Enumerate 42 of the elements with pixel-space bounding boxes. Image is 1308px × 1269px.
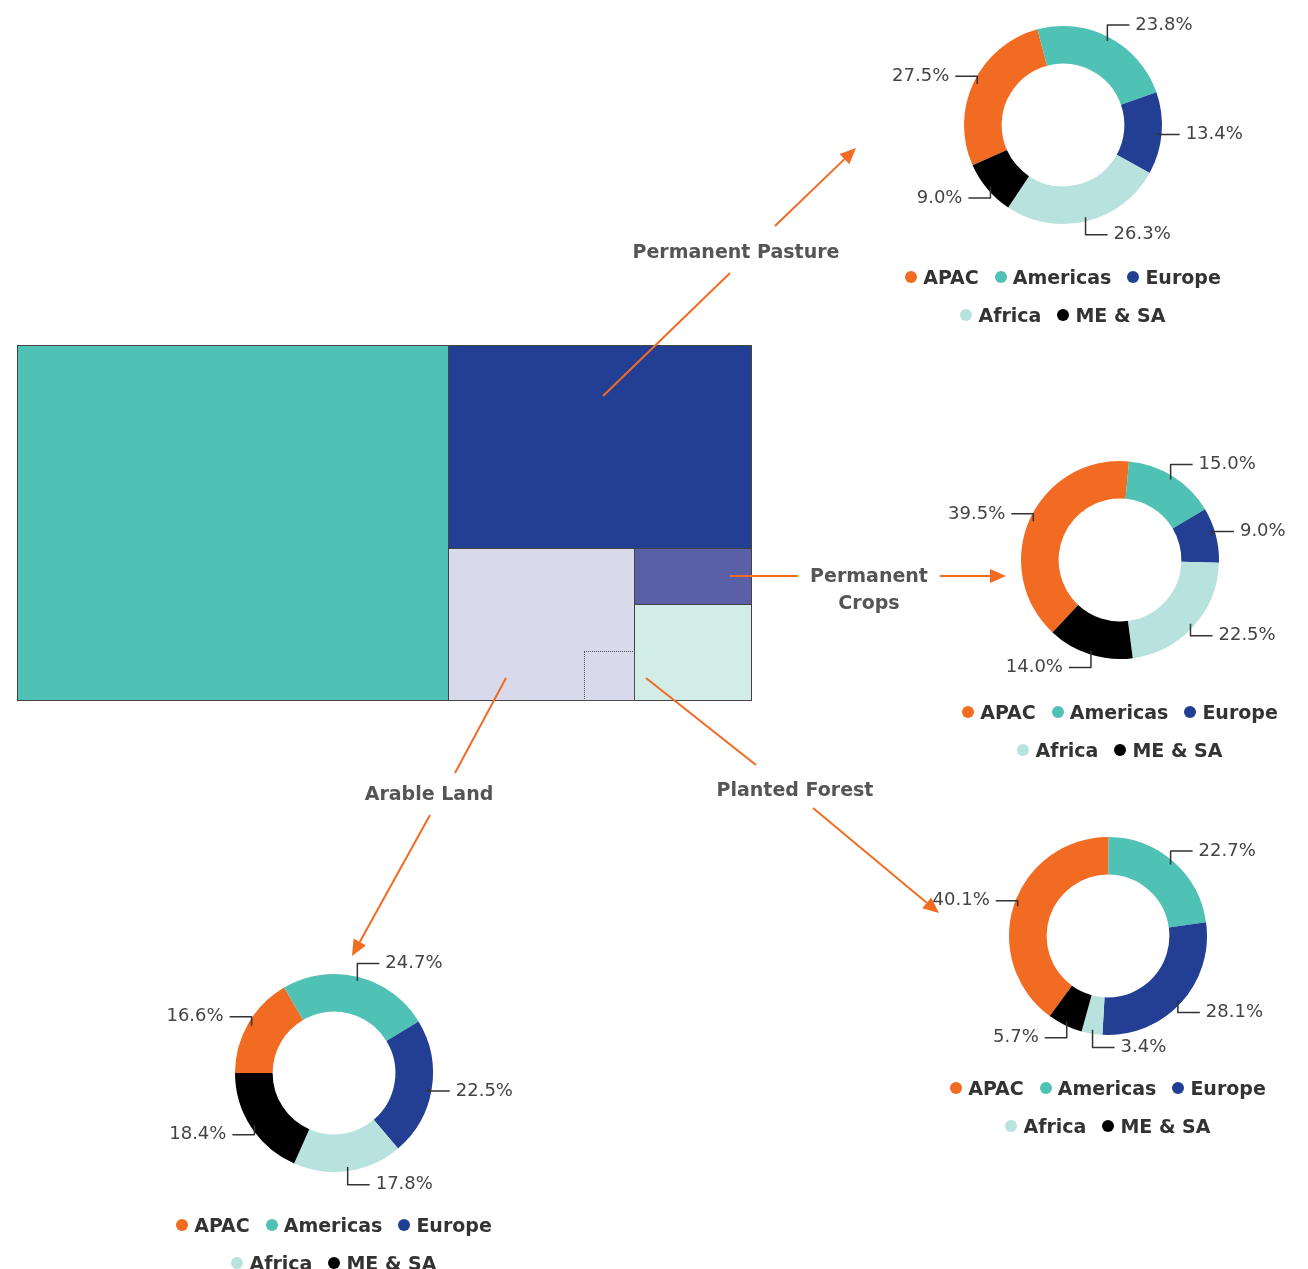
data-label: 22.5% (1218, 623, 1276, 645)
legend-label: ME & SA (1075, 304, 1166, 326)
legend-label: Europe (416, 1214, 492, 1236)
chart-title: Arable Land (299, 780, 559, 807)
legend-label: APAC (968, 1077, 1024, 1099)
legend-label: Americas (283, 1214, 383, 1236)
legend-label: APAC (980, 701, 1036, 723)
chart-title: Planted Forest (665, 776, 925, 803)
data-label: 24.7% (385, 951, 443, 973)
legend-label: Africa (1035, 739, 1099, 761)
legend-label: Americas (1057, 1077, 1157, 1099)
data-label: 16.6% (166, 1004, 224, 1026)
data-label: 9.0% (916, 185, 963, 207)
data-label: 22.5% (455, 1078, 513, 1100)
data-label: 17.8% (375, 1172, 433, 1194)
data-label: 18.4% (169, 1122, 227, 1144)
data-label: 13.4% (1185, 122, 1243, 144)
legend-label: APAC (194, 1214, 250, 1236)
data-label: 26.3% (1113, 222, 1171, 244)
data-label: 14.0% (1005, 655, 1063, 677)
data-label: 27.5% (892, 64, 950, 86)
legend-label: Europe (1190, 1077, 1266, 1099)
legend-label: ME & SA (1120, 1115, 1211, 1137)
legend-label: Americas (1069, 701, 1169, 723)
data-label: 9.0% (1239, 519, 1286, 541)
data-label: 22.7% (1198, 838, 1256, 860)
text: Permanent Crops (804, 562, 934, 616)
data-label: 28.1% (1205, 1000, 1264, 1022)
legend-label: Europe (1202, 701, 1278, 723)
data-label: 40.1% (932, 888, 990, 910)
legend-label: Americas (1012, 266, 1112, 288)
legend-label: Europe (1145, 266, 1221, 288)
data-label: 3.4% (1120, 1035, 1167, 1057)
legend-label: APAC (923, 266, 979, 288)
legend-label: Africa (1023, 1115, 1087, 1137)
legend-label: Africa (978, 304, 1042, 326)
data-label: 23.8% (1135, 12, 1193, 34)
legend-label: ME & SA (1132, 739, 1223, 761)
data-label: 5.7% (993, 1025, 1039, 1047)
data-label: 39.5% (948, 501, 1006, 523)
text: Permanent Pasture (606, 238, 866, 265)
data-label: 15.0% (1198, 452, 1256, 474)
